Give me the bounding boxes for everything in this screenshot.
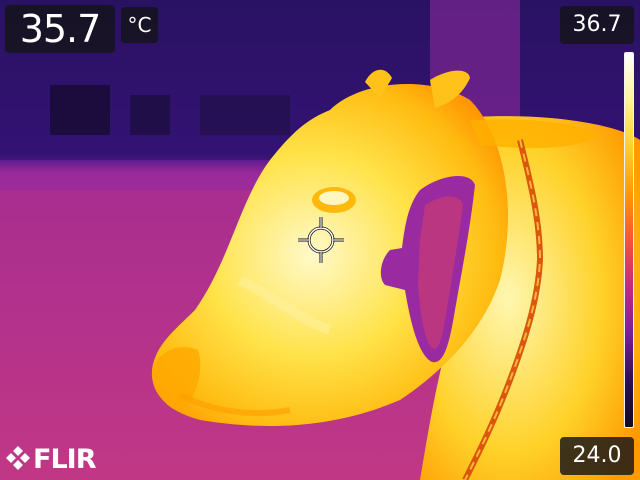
- spot-temperature-readout: 35.7: [5, 5, 115, 53]
- flir-logo: FLIR: [6, 443, 96, 475]
- spot-meter-crosshair-icon: [298, 217, 344, 263]
- temperature-color-scale: [624, 52, 634, 428]
- scale-max-temperature: 36.7: [560, 6, 634, 44]
- scale-min-temperature: 24.0: [560, 437, 634, 475]
- flir-diamond-logo-icon: [6, 446, 30, 470]
- temperature-unit: °C: [121, 7, 158, 43]
- flir-logo-text: FLIR: [33, 443, 96, 475]
